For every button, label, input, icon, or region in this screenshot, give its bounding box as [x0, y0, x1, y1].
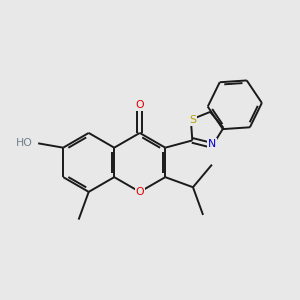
Text: O: O	[135, 187, 144, 197]
Text: S: S	[189, 115, 196, 125]
Text: HO: HO	[16, 138, 33, 148]
Text: O: O	[135, 100, 144, 110]
Text: N: N	[208, 139, 217, 149]
